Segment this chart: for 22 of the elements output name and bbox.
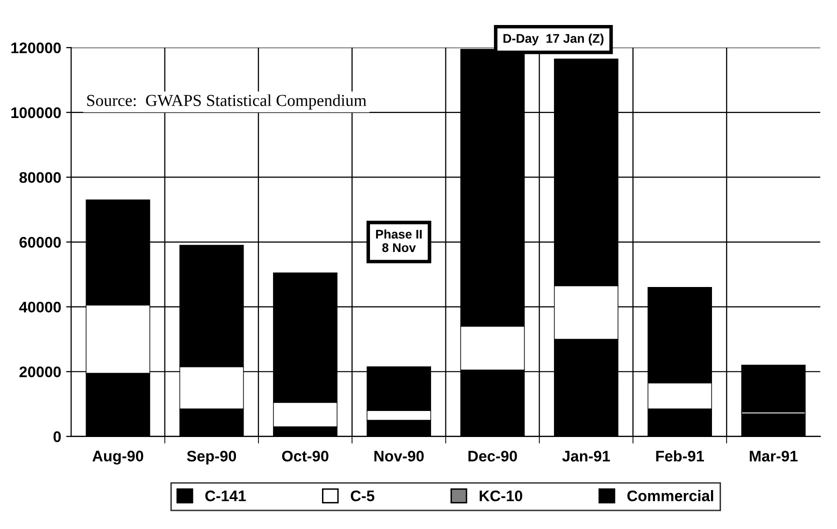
x-tick-label: Jan-91	[562, 450, 610, 462]
x-tick-label: Feb-91	[656, 450, 704, 462]
legend-label: C-5	[350, 490, 374, 502]
y-tick-label: 20000	[19, 366, 61, 378]
x-tick-label: Sep-90	[186, 450, 236, 465]
y-tick-label: 100000	[11, 107, 61, 118]
annotation: Source: GWAPS Statistical Compendium	[87, 94, 366, 110]
y-tick-label: 80000	[19, 172, 61, 183]
legend-label: C-141	[205, 490, 246, 502]
x-tick-label: Nov-90	[374, 450, 424, 462]
x-tick-label: Dec-90	[468, 450, 517, 462]
text: D-Day 17 Jan (Z)	[504, 34, 604, 46]
x-tick-label: Mar-91	[750, 450, 798, 462]
legend-label: KC-10	[480, 490, 522, 502]
x-tick-label: Oct-90	[282, 450, 328, 462]
x-tick-label: Aug-90	[92, 450, 144, 465]
y-tick-label: 40000	[19, 302, 61, 313]
legend-label: Commercial	[627, 490, 714, 502]
y-tick-label: 120000	[11, 42, 61, 54]
annotation: Phase II 8 Nov	[376, 229, 422, 252]
y-tick-label: 0	[54, 431, 61, 442]
y-tick-label: 60000	[20, 236, 61, 248]
